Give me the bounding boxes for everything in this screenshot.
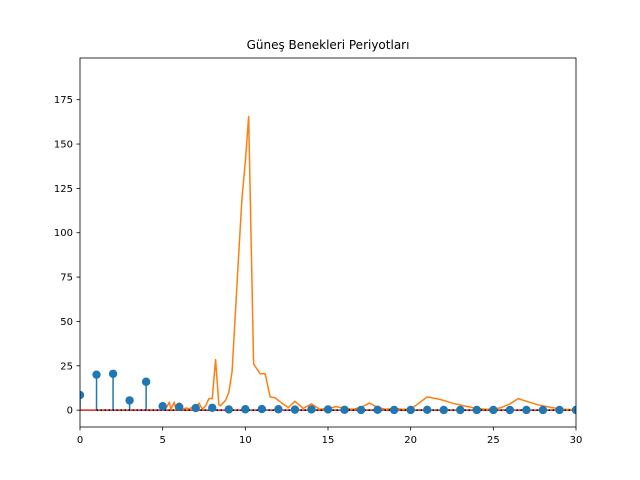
- stem-marker: [80, 390, 85, 400]
- chart-title: Güneş Benekleri Periyotları: [247, 38, 410, 52]
- stem-marker: [505, 405, 515, 415]
- stem-marker: [191, 403, 200, 413]
- x-tick-label: 5: [159, 435, 165, 446]
- plot-clip-group: [80, 115, 576, 415]
- plot-area: [80, 115, 576, 415]
- stem-marker: [555, 405, 564, 415]
- stem-marker: [125, 396, 134, 405]
- y-tick-label: 75: [60, 273, 73, 284]
- line-series: [162, 115, 576, 411]
- stem-marker: [489, 405, 498, 415]
- stem-marker: [158, 402, 167, 411]
- stem-marker: [456, 405, 465, 415]
- stem-marker: [141, 377, 151, 386]
- stem-marker: [257, 404, 267, 414]
- stem-marker: [175, 402, 184, 412]
- x-tick-label: 25: [487, 435, 500, 446]
- y-tick-label: 50: [60, 317, 73, 328]
- stem-marker: [406, 405, 415, 415]
- stem-marker: [373, 405, 382, 414]
- stem-marker: [208, 403, 217, 413]
- y-tick-label: 25: [60, 361, 73, 372]
- y-tick-label: 0: [67, 406, 73, 417]
- stem-marker: [307, 405, 316, 414]
- x-tick-label: 20: [404, 435, 417, 446]
- stem-marker: [423, 405, 432, 414]
- stem-marker: [274, 405, 283, 414]
- stem-marker: [356, 405, 366, 415]
- stem-marker: [108, 369, 118, 378]
- axes: 0 5 10 15 20 25 30 0 25 50 75 100 125 150 175: [54, 95, 582, 446]
- stem-marker: [340, 405, 349, 414]
- y-tick-label: 150: [54, 140, 73, 151]
- x-tick-label: 30: [570, 435, 583, 446]
- stem-marker: [290, 405, 300, 414]
- stem-marker: [92, 370, 101, 379]
- x-tick-label: 10: [239, 435, 252, 446]
- stem-marker: [571, 405, 576, 415]
- y-tick-label: 175: [54, 95, 73, 106]
- stem-marker: [472, 405, 481, 415]
- y-tick-label: 125: [54, 184, 73, 195]
- stem-marker: [522, 405, 531, 415]
- stem-marker: [389, 405, 399, 415]
- y-tick-label: 100: [54, 228, 73, 239]
- x-tick-label: 0: [77, 435, 83, 446]
- stem-marker: [224, 405, 233, 414]
- stem-marker: [538, 405, 548, 415]
- stem-marker: [323, 405, 333, 414]
- x-tick-label: 15: [322, 435, 335, 446]
- stem-marker: [241, 405, 250, 414]
- stem-marker: [439, 405, 448, 415]
